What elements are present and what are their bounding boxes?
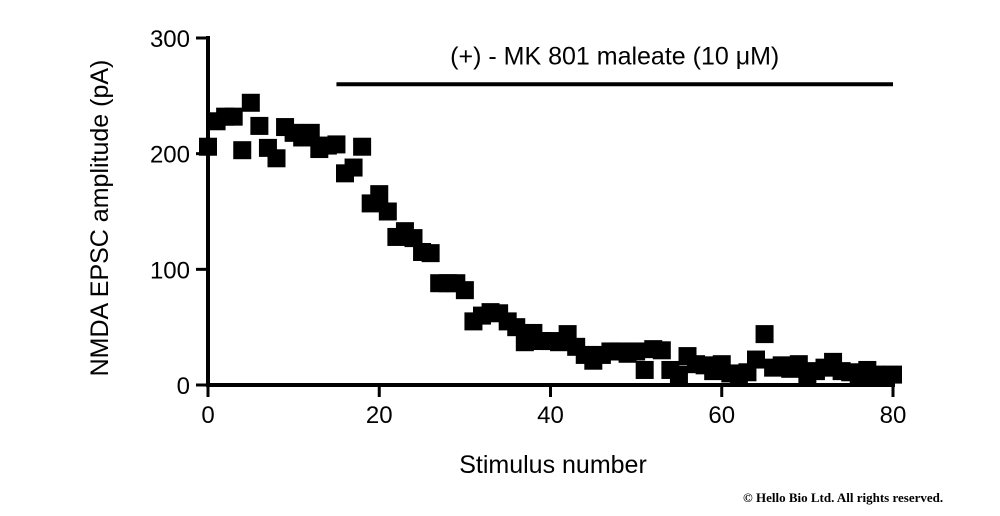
- data-point: [301, 123, 320, 142]
- data-point: [233, 141, 252, 160]
- data-point: [378, 202, 397, 221]
- data-point: [199, 137, 217, 156]
- data-point: [421, 244, 440, 263]
- data-point: [224, 107, 243, 126]
- data-point: [627, 342, 646, 361]
- data-point: [404, 229, 423, 248]
- data-point: [652, 341, 671, 360]
- data-point: [507, 318, 526, 337]
- data-point: [370, 185, 389, 204]
- data-point: [755, 325, 774, 344]
- data-point: [455, 281, 474, 300]
- data-point: [669, 365, 688, 384]
- copyright-notice: © Hello Bio Ltd. All rights reserved.: [743, 490, 944, 505]
- data-point: [747, 350, 765, 369]
- x-tick-label: 40: [537, 402, 564, 429]
- data-point: [250, 116, 269, 135]
- annotation-label: (+) - MK 801 maleate (10 μM): [450, 42, 779, 70]
- data-point: [267, 149, 286, 168]
- x-axis-label: Stimulus number: [459, 451, 647, 479]
- y-tick-label: 200: [150, 142, 190, 169]
- y-tick-label: 100: [150, 257, 190, 284]
- x-tick-label: 20: [366, 402, 393, 429]
- data-point: [327, 135, 346, 154]
- y-axis-label: NMDA EPSC amplitude (pA): [86, 60, 114, 377]
- data-point: [635, 360, 654, 379]
- axes: 0 100 200 300 0 20 40 60 80: [150, 26, 906, 429]
- data-points: [199, 93, 902, 386]
- x-tick-label: 60: [708, 402, 735, 429]
- data-point: [241, 93, 260, 112]
- x-tick-label: 80: [880, 402, 907, 429]
- data-point: [884, 365, 902, 384]
- x-tick-label: 0: [201, 402, 214, 429]
- data-point: [353, 137, 372, 156]
- y-tick-label: 300: [150, 26, 190, 53]
- data-point: [344, 158, 363, 177]
- y-tick-label: 0: [177, 373, 190, 400]
